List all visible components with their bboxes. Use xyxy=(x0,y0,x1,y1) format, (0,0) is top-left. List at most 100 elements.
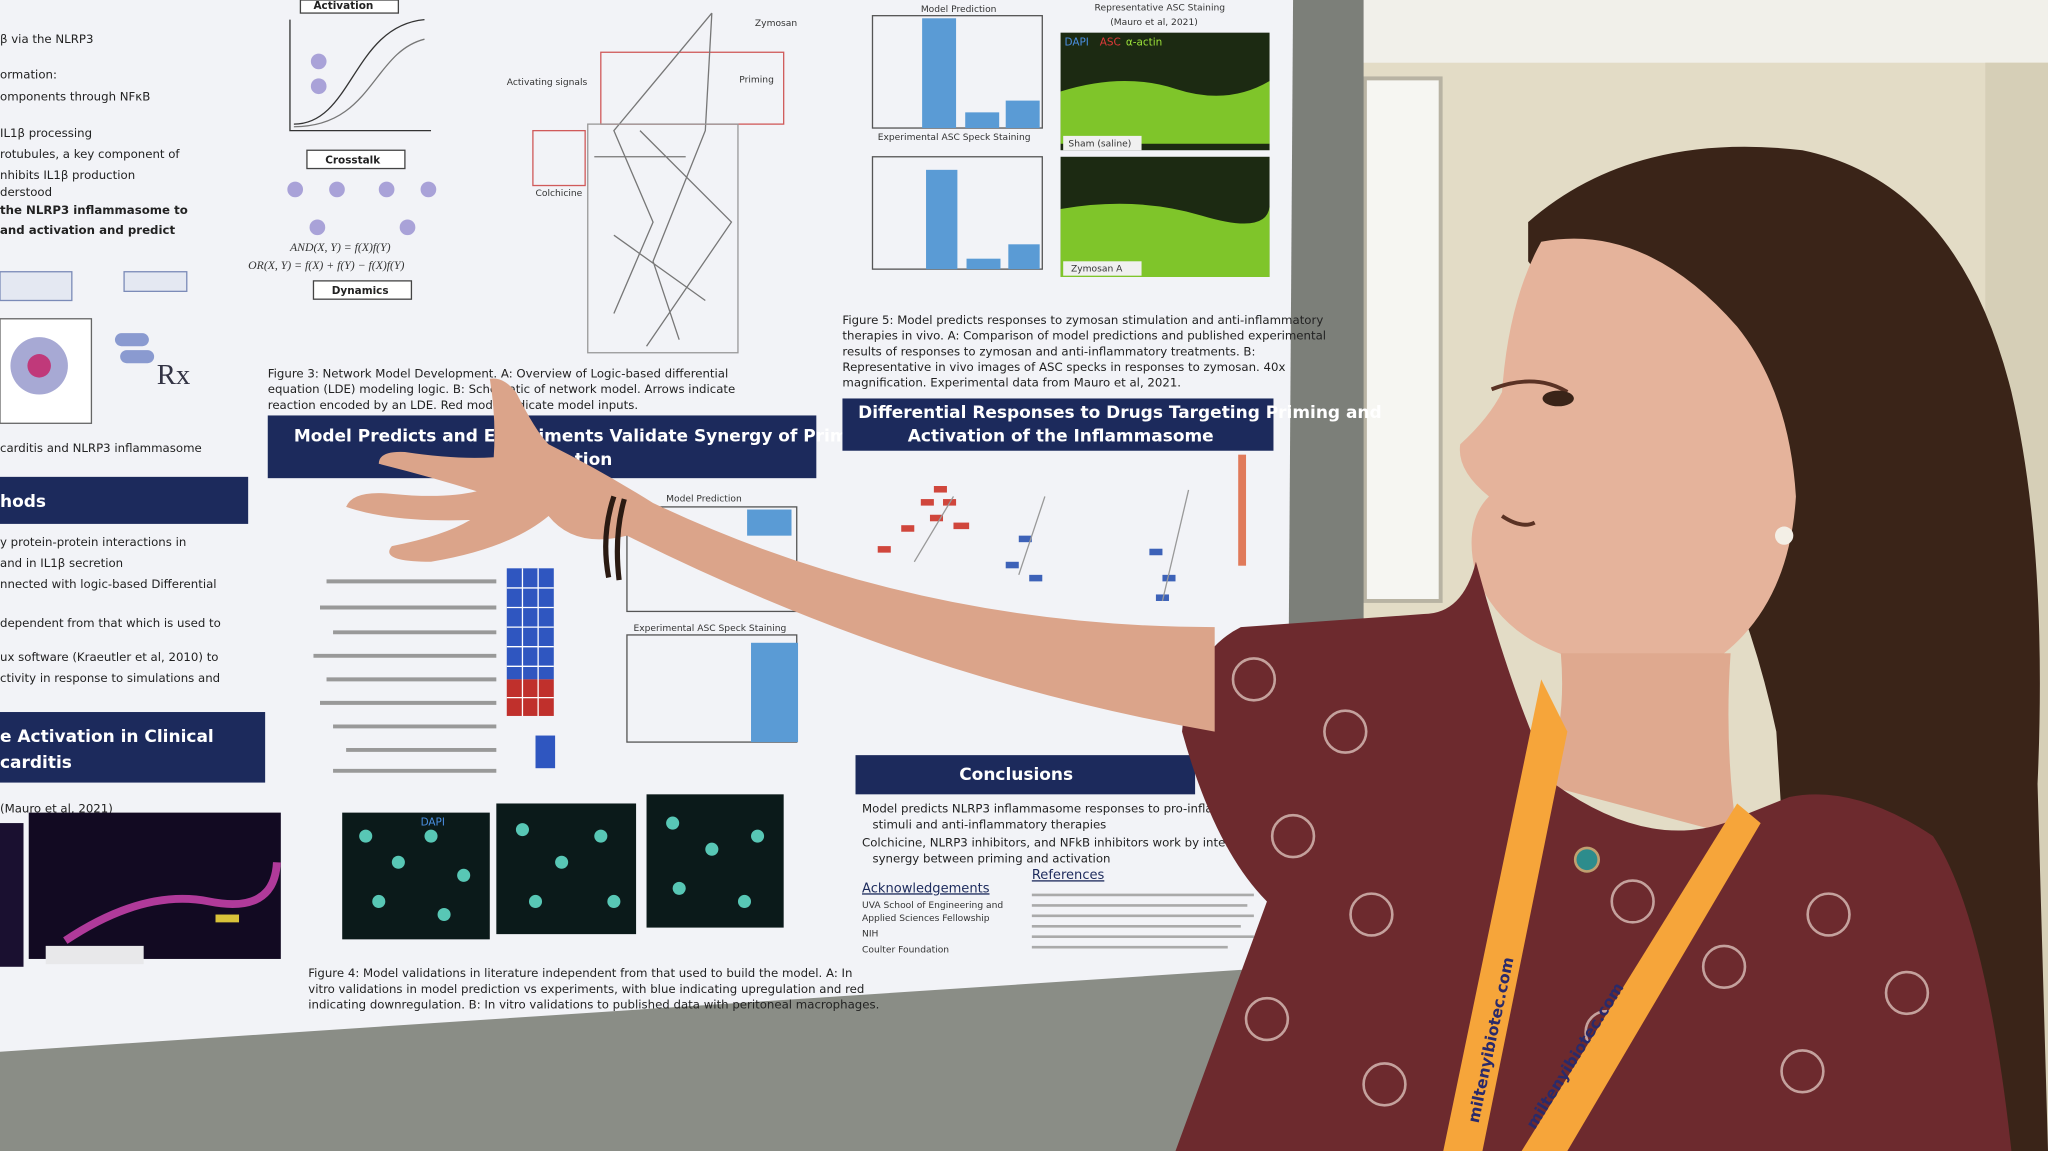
row-labels xyxy=(313,579,497,773)
poster-text: the NLRP3 inflammasome to xyxy=(0,203,188,217)
tissue xyxy=(1060,203,1270,277)
equation: OR(X, Y) = f(X) + f(Y) − f(X)f(Y) xyxy=(248,259,404,272)
chart-title: Model Prediction xyxy=(666,495,742,505)
section-header-text: Activation of the Inflammasome xyxy=(908,427,1214,447)
caption: Figure 5: Model predicts responses to zy… xyxy=(842,313,1323,327)
curve xyxy=(293,18,425,125)
bar xyxy=(965,112,1000,129)
acknowledgement: UVA School of Engineering and xyxy=(862,901,1003,911)
acknowledgement: NIH xyxy=(862,930,878,940)
poster-text: ormation: xyxy=(0,67,57,81)
section-header-text: hods xyxy=(0,492,46,512)
conclusion: stimuli and anti-inflammatory therapies xyxy=(872,817,1106,831)
person: miltenyibiotec.com miltenyibiotec.com xyxy=(346,146,2048,1151)
poster-text: ux software (Kraeutler et al, 2010) to xyxy=(0,650,219,664)
earring xyxy=(1775,526,1794,545)
lanyard xyxy=(1443,679,1568,1151)
node xyxy=(399,219,416,236)
facial-features xyxy=(1490,379,1569,527)
section-header-text: e Activation in Clinical xyxy=(0,727,214,747)
node xyxy=(309,219,326,236)
left-column: β via the NLRP3 ormation: omponents thro… xyxy=(0,32,281,967)
node xyxy=(287,181,304,198)
bracelet xyxy=(603,495,627,581)
caption: Figure 3: Network Model Development. A: … xyxy=(268,367,729,381)
caption: therapies in vivo. A: Comparison of mode… xyxy=(842,329,1326,343)
reference-lines xyxy=(1031,893,1254,949)
bar xyxy=(1005,100,1040,129)
poster-text: carditis and NLRP3 inflammasome xyxy=(0,441,202,455)
stain-label: DAPI xyxy=(421,817,445,829)
conclusion: Model predicts NLRP3 inflammasome respon… xyxy=(862,802,1235,816)
poster-text: IL1β processing xyxy=(0,126,92,140)
equation: AND(X, Y) = f(X)f(Y) xyxy=(289,241,391,254)
bar xyxy=(747,509,792,536)
tissue xyxy=(1060,80,1270,144)
diagram-label: Priming xyxy=(739,75,774,85)
diagram-label: Dynamics xyxy=(332,285,389,297)
curve xyxy=(293,38,425,128)
image-label-text: Zymosan A xyxy=(1071,265,1123,275)
section-header-text: Conclusions xyxy=(959,765,1073,785)
section-header xyxy=(0,712,266,783)
figure-5: Model Prediction Experimental ASC Speck … xyxy=(842,3,1326,389)
diagram-label: Crosstalk xyxy=(325,154,381,166)
section-header xyxy=(842,398,1274,451)
caption: results of responses to zymosan and anti… xyxy=(842,344,1255,358)
face xyxy=(1459,238,1796,672)
poster-text: ctivity in response to simulations and xyxy=(0,671,220,685)
stain-label: ASC xyxy=(1100,37,1121,49)
bar xyxy=(966,258,1001,270)
tissue-stain xyxy=(215,914,240,923)
tissue-stain xyxy=(63,861,281,944)
label-box xyxy=(299,0,400,14)
node xyxy=(310,53,327,70)
section-header-text: carditis xyxy=(0,753,72,773)
bar xyxy=(751,642,799,743)
image-label-text: Sham (saline) xyxy=(1068,139,1131,149)
node xyxy=(378,181,395,198)
image-label xyxy=(1063,135,1142,151)
caption: indicating downregulation. B: In vitro v… xyxy=(308,998,879,1012)
bar xyxy=(1008,244,1040,270)
section-header-text: Differential Responses to Drugs Targetin… xyxy=(858,403,1382,423)
conclusion: Colchicine, NLRP3 inhibitors, and NFkB i… xyxy=(862,836,1255,850)
poster-text: derstood xyxy=(0,185,52,199)
poster-text: nhibits IL1β production xyxy=(0,168,135,182)
section-header xyxy=(0,476,249,524)
micrograph xyxy=(496,803,637,935)
heatmap xyxy=(506,568,556,769)
poster-text: (Mauro et al, 2021) xyxy=(0,802,113,816)
window xyxy=(1362,76,1443,603)
stain-label: DAPI xyxy=(1064,37,1088,49)
pendant xyxy=(1573,846,1600,873)
differential-section: Differential Responses to Drugs Targetin… xyxy=(842,398,1382,955)
diagram-label: Zymosan xyxy=(755,19,797,29)
eye xyxy=(1542,390,1574,407)
rx-symbol: Rx xyxy=(157,359,191,391)
micrograph xyxy=(646,794,784,928)
chart-title: Experimental ASC Speck Staining xyxy=(633,624,786,634)
diagram-label: Colchicine xyxy=(536,189,583,199)
chart-title: (Mauro et al, 2021) xyxy=(1110,18,1198,28)
chart-title: Representative ASC Staining xyxy=(1095,3,1226,13)
network-edges xyxy=(594,12,733,347)
chart-title: Model Prediction xyxy=(921,5,997,15)
cell-nucleus xyxy=(27,354,51,378)
poster-text: dependent from that which is used to xyxy=(0,616,221,630)
subheading: Acknowledgements xyxy=(862,881,990,896)
micrograph xyxy=(0,823,24,967)
pill xyxy=(114,333,149,347)
plot-frame xyxy=(871,15,1043,129)
caption: magnification. Experimental data from Ma… xyxy=(842,376,1181,390)
input-box xyxy=(532,129,586,187)
acknowledgement: Coulter Foundation xyxy=(862,945,949,955)
section-header-text: Model Predicts and Experiments Validate … xyxy=(294,427,878,447)
axis xyxy=(289,19,432,132)
poster-text: rotubules, a key component of xyxy=(0,147,180,161)
caption: reaction encoded by an LDE. Red model in… xyxy=(268,398,638,412)
neck xyxy=(1541,653,1738,837)
image-label xyxy=(1063,261,1142,276)
ceiling xyxy=(1358,0,2048,63)
